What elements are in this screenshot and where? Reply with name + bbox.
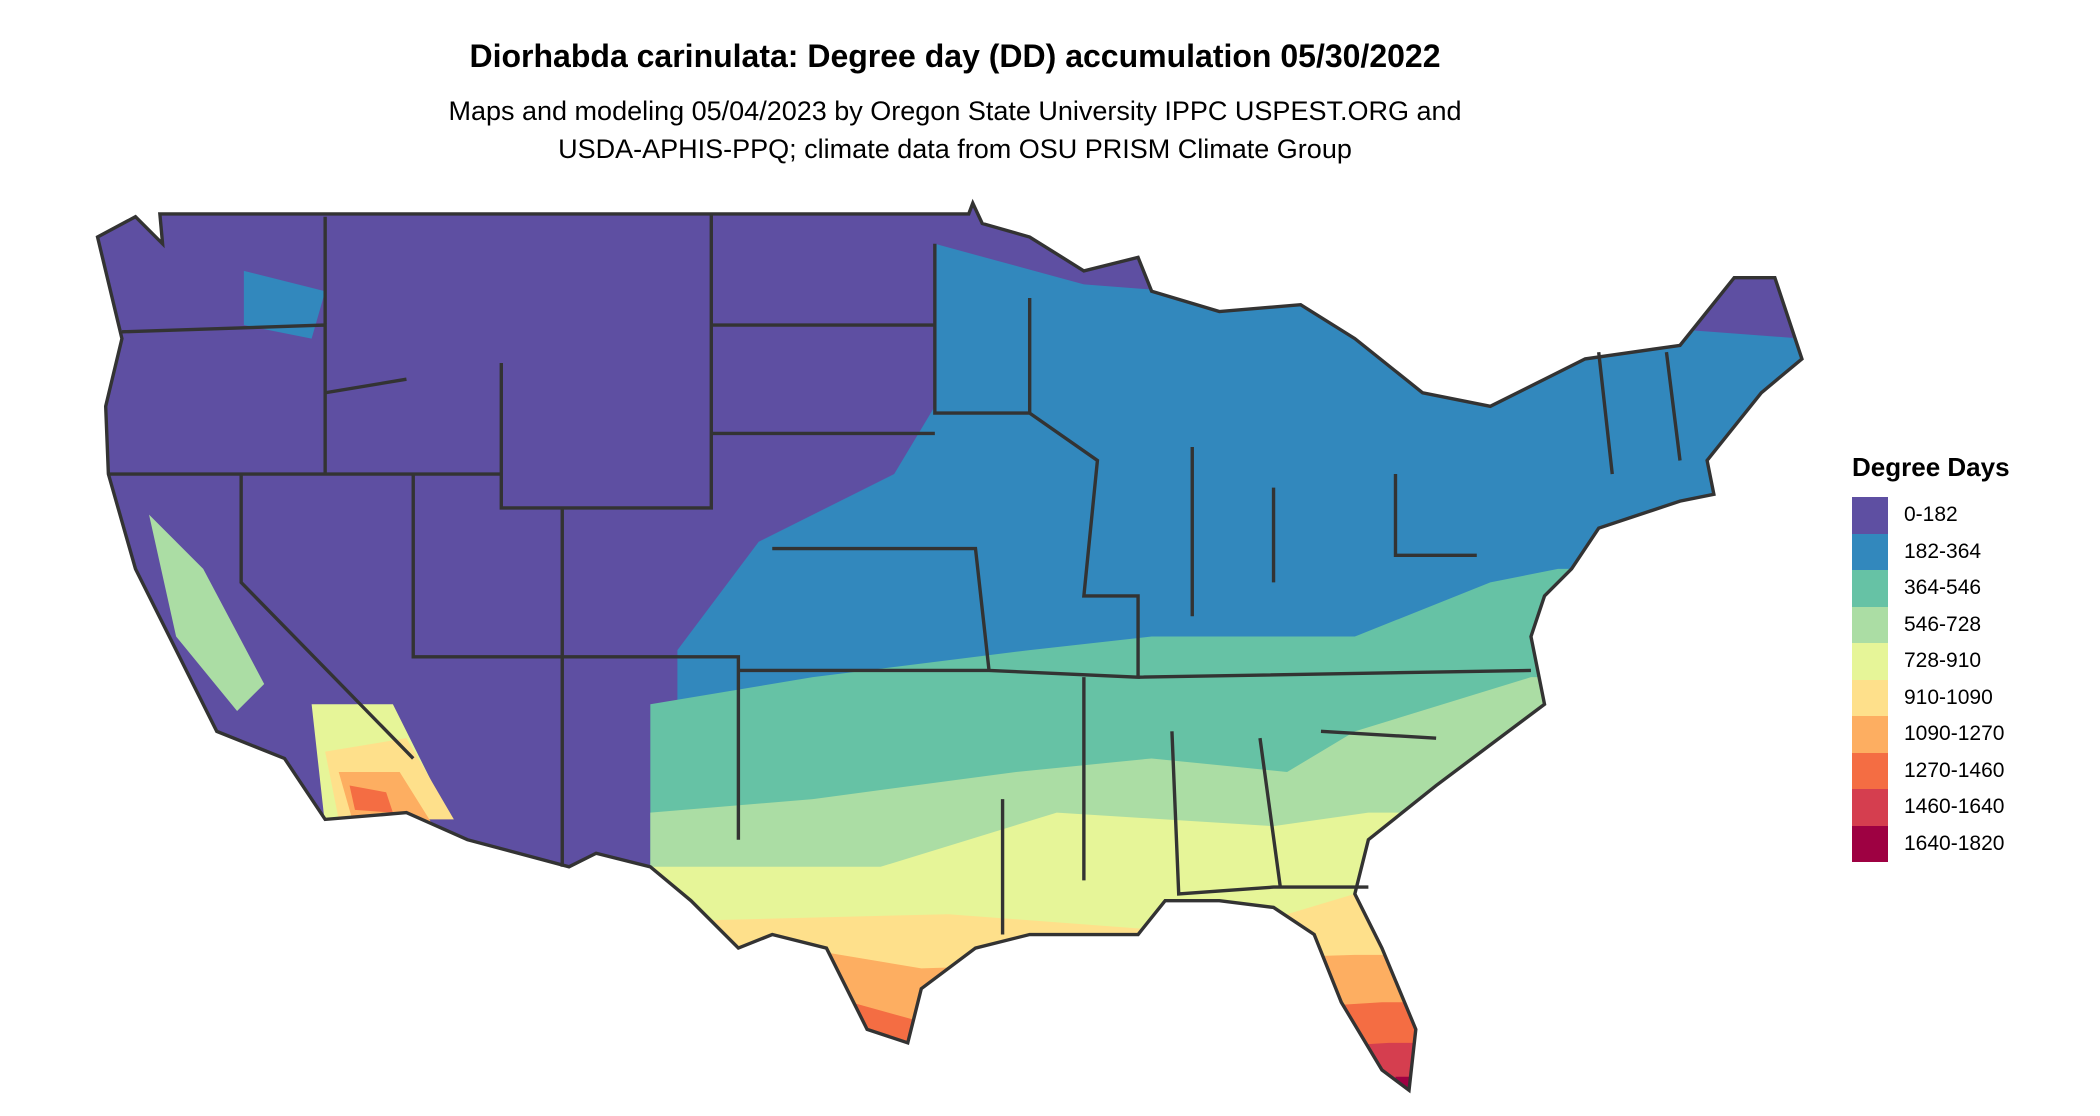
- legend-swatch: [1852, 679, 1888, 716]
- legend-swatch: [1852, 752, 1888, 789]
- legend-swatch: [1852, 570, 1888, 607]
- map-title: Diorhabda carinulata: Degree day (DD) ac…: [469, 38, 1441, 74]
- legend-swatch: [1852, 533, 1888, 570]
- legend-item: 546-728: [1852, 606, 2010, 643]
- legend-item: 1270-1460: [1852, 752, 2010, 789]
- legend-label: 728-910: [1904, 649, 1982, 673]
- legend-label: 1270-1460: [1904, 758, 2005, 782]
- legend-item: 1460-1640: [1852, 789, 2010, 826]
- legend-item: 1090-1270: [1852, 716, 2010, 753]
- legend-items: 0-182 182-364 364-546 546-728 728-910 910-109…: [1852, 497, 2010, 862]
- legend-item: 910-1090: [1852, 679, 2010, 716]
- legend-label: 182-364: [1904, 539, 1982, 563]
- legend-item: 364-546: [1852, 570, 2010, 607]
- legend-label: 1640-1820: [1904, 831, 2005, 855]
- legend-swatch: [1852, 789, 1888, 826]
- legend-item: 0-182: [1852, 497, 2010, 534]
- legend-swatch: [1852, 606, 1888, 643]
- state-boundaries: [95, 201, 1804, 1092]
- subtitle-line-1: Maps and modeling 05/04/2023 by Oregon S…: [448, 96, 1462, 126]
- legend-swatch: [1852, 825, 1888, 862]
- subtitle-line-2: USDA-APHIS-PPQ; climate data from OSU PR…: [558, 134, 1352, 164]
- legend-item: 728-910: [1852, 643, 2010, 680]
- legend-label: 546-728: [1904, 612, 1982, 636]
- map-subtitle: Maps and modeling 05/04/2023 by Oregon S…: [0, 92, 1910, 168]
- legend-label: 910-1090: [1904, 685, 1993, 709]
- legend: Degree Days 0-182 182-364 364-546 546-728 72…: [1852, 452, 2010, 862]
- legend-item: 182-364: [1852, 533, 2010, 570]
- legend-item: 1640-1820: [1852, 825, 2010, 862]
- legend-label: 364-546: [1904, 576, 1982, 600]
- legend-label: 0-182: [1904, 503, 1958, 527]
- legend-swatch: [1852, 643, 1888, 680]
- legend-title: Degree Days: [1852, 452, 2010, 482]
- legend-label: 1090-1270: [1904, 722, 2005, 746]
- legend-swatch: [1852, 497, 1888, 534]
- legend-swatch: [1852, 716, 1888, 753]
- legend-label: 1460-1640: [1904, 795, 2005, 819]
